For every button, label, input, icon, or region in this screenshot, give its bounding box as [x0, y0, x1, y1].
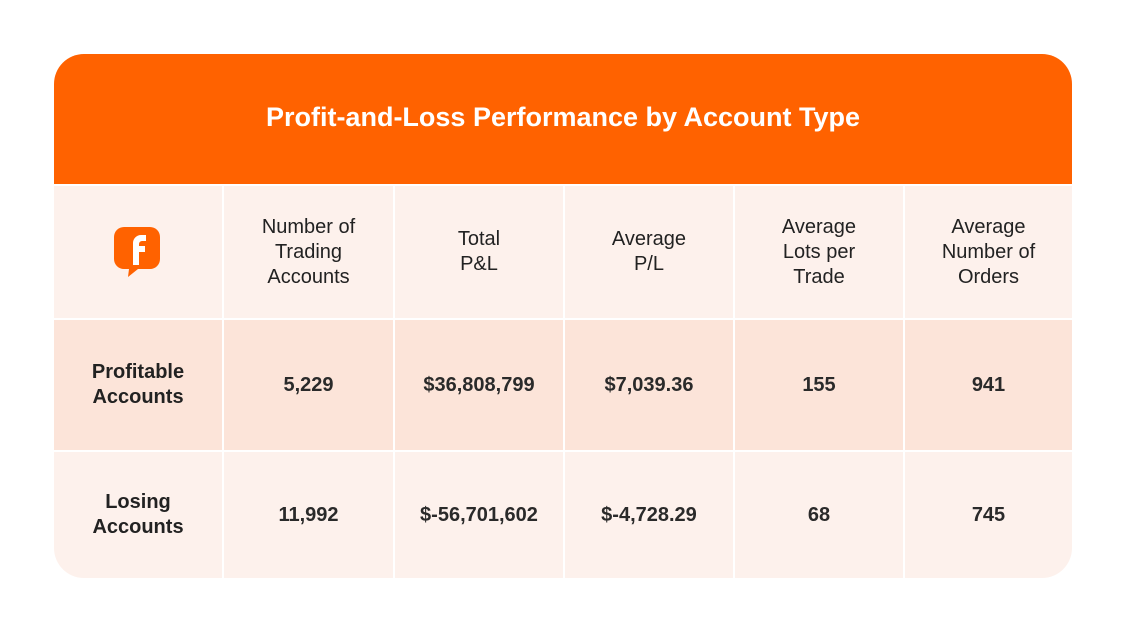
table-cell: 155 [735, 320, 903, 450]
column-header: Average Lots per Trade [735, 186, 903, 318]
table-cell: $-4,728.29 [565, 452, 733, 578]
logo-cell [54, 186, 222, 318]
logo [114, 227, 160, 277]
table-cell: 11,992 [224, 452, 393, 578]
table-cell: 5,229 [224, 320, 393, 450]
column-header: Total P&L [395, 186, 563, 318]
table-cell: $-56,701,602 [395, 452, 563, 578]
column-header: Number of Trading Accounts [224, 186, 393, 318]
table-cell: $7,039.36 [565, 320, 733, 450]
title: Profit-and-Loss Performance by Account T… [265, 101, 861, 132]
row-label: Losing Accounts [54, 452, 222, 578]
table: Number of Trading Accounts Total P&L Avera… [54, 186, 1072, 578]
column-header: Average P/L [565, 186, 733, 318]
table-cell: 68 [735, 452, 903, 578]
row-label: Profitable Accounts [54, 320, 222, 450]
table-cell: 745 [905, 452, 1072, 578]
banner: Profit-and-Loss Performance by Account T… [54, 54, 1072, 184]
column-header: Average Number of Orders [905, 186, 1072, 318]
table-cell: 941 [905, 320, 1072, 450]
table-card: Profit-and-Loss Performance by Account T… [54, 54, 1072, 578]
table-cell: $36,808,799 [395, 320, 563, 450]
